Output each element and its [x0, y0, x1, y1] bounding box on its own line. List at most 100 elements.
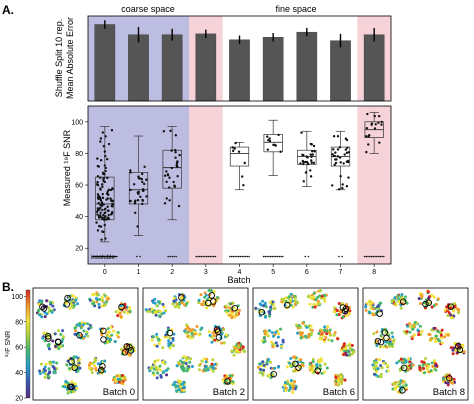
- map-point: [393, 296, 397, 300]
- map-point: [120, 381, 124, 385]
- map-point: [105, 300, 109, 304]
- bar-batch-8: [363, 34, 385, 102]
- map-point: [203, 295, 207, 299]
- map-point: [336, 337, 340, 341]
- point-batch-8: [367, 143, 370, 146]
- map-point: [202, 300, 206, 304]
- selected-molecule-marker: [215, 334, 223, 341]
- map-point: [279, 327, 283, 331]
- point-batch-1: [133, 202, 137, 205]
- map-point: [368, 303, 372, 307]
- map-point: [375, 344, 379, 348]
- selected-molecule-marker: [178, 294, 185, 301]
- map-point: [395, 361, 399, 365]
- box-batch-5: [263, 134, 283, 153]
- map-point: [345, 353, 349, 357]
- map-point: [446, 314, 450, 318]
- map-point: [180, 301, 184, 305]
- selected-molecule-marker: [100, 327, 107, 335]
- map-point: [148, 310, 152, 314]
- point-batch-6: [301, 159, 304, 163]
- map-point: [280, 345, 284, 349]
- map-point: [198, 368, 202, 372]
- insoluble-marker-batch-7: [338, 255, 340, 258]
- map-point: [372, 372, 376, 376]
- insoluble-marker-batch-3: [204, 255, 206, 258]
- point-batch-0: [104, 237, 107, 240]
- insoluble-marker-batch-8: [381, 255, 383, 258]
- map-point: [114, 310, 118, 314]
- map-point: [161, 360, 165, 364]
- map-point: [375, 339, 379, 343]
- point-batch-0: [103, 216, 106, 219]
- point-batch-6: [309, 142, 312, 146]
- selected-molecule-marker: [456, 346, 464, 354]
- map-point: [59, 345, 63, 349]
- map-point: [405, 330, 409, 334]
- map-point: [185, 323, 189, 327]
- map-point: [97, 305, 101, 309]
- point-batch-2: [177, 204, 181, 208]
- map-point: [434, 364, 438, 368]
- insoluble-marker-batch-5: [262, 255, 265, 258]
- bar-batch-1: [128, 34, 149, 102]
- map-point: [411, 327, 415, 331]
- map-point: [375, 330, 379, 334]
- insoluble-marker-batch-5: [269, 255, 272, 258]
- map-point: [167, 342, 171, 346]
- insoluble-marker-batch-8: [372, 255, 375, 258]
- point-batch-8: [380, 123, 383, 126]
- map-point: [288, 361, 292, 365]
- point-batch-6: [304, 171, 308, 174]
- point-batch-0: [104, 207, 107, 211]
- point-batch-0: [104, 169, 107, 173]
- point-batch-6: [300, 131, 303, 134]
- insoluble-marker-batch-3: [195, 255, 198, 258]
- point-batch-1: [141, 202, 144, 206]
- point-batch-0: [105, 198, 108, 201]
- map-point: [220, 341, 224, 345]
- map-point: [270, 331, 274, 335]
- map-point: [228, 302, 232, 306]
- point-batch-7: [336, 148, 340, 151]
- insoluble-marker-batch-3: [198, 255, 201, 258]
- map-point: [297, 324, 301, 328]
- map-point: [416, 328, 420, 332]
- map-batch-6: Batch 6: [252, 287, 359, 401]
- point-batch-2: [168, 199, 171, 202]
- map-point: [208, 333, 212, 337]
- map-point: [430, 328, 434, 332]
- insoluble-marker-batch-8: [365, 255, 368, 258]
- insoluble-marker-batch-5: [271, 255, 274, 258]
- map-point: [288, 386, 292, 390]
- map-point: [336, 379, 340, 383]
- map-point: [55, 361, 59, 365]
- map-point: [335, 309, 339, 313]
- map-point: [398, 368, 402, 372]
- point-batch-6: [304, 160, 307, 164]
- point-batch-1: [129, 188, 132, 192]
- point-batch-2: [170, 149, 173, 152]
- point-batch-7: [339, 161, 342, 164]
- map-point: [269, 360, 273, 364]
- map-point: [158, 364, 162, 368]
- point-batch-0: [109, 188, 113, 192]
- map-point: [64, 302, 68, 306]
- map-point: [265, 361, 269, 365]
- map-point: [404, 386, 408, 390]
- bottom-y-ticks: 20 40 60 80 100: [71, 119, 88, 253]
- point-batch-0: [102, 218, 106, 221]
- map-label: Batch 2: [213, 387, 245, 398]
- map-point: [68, 307, 72, 311]
- map-point: [78, 366, 82, 370]
- snr-box-chart: [91, 111, 385, 258]
- point-batch-0: [99, 206, 102, 210]
- insoluble-marker-batch-8: [369, 255, 371, 258]
- map-point: [91, 292, 95, 296]
- map-point: [71, 294, 75, 298]
- xtick-label-7: 7: [339, 269, 343, 276]
- map-point: [230, 312, 234, 316]
- map-point: [258, 302, 262, 306]
- map-point: [304, 335, 308, 339]
- point-batch-7: [332, 135, 336, 138]
